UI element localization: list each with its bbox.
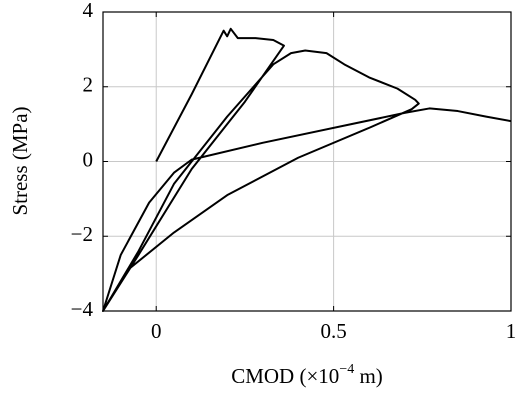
x-axis-label-unit: m) [354,364,383,388]
x-tick-label: 1 [506,319,517,343]
y-tick-label: −4 [71,297,94,321]
x-axis-label-exponent: −4 [339,362,354,377]
x-axis-label-text: CMOD (×10 [231,364,339,388]
y-axis-label: Stress (MPa) [8,106,32,215]
plot-frame [102,11,512,312]
x-axis-label: CMOD (×10−4 m) [231,362,383,388]
y-tick-label: 0 [83,147,94,171]
y-tick-label: −2 [71,222,93,246]
y-tick-label: 2 [83,73,94,97]
x-tick-label: 0 [151,319,162,343]
y-tick-label: 4 [83,0,94,22]
data-line [102,27,512,312]
x-tick-label: 0.5 [320,319,346,343]
